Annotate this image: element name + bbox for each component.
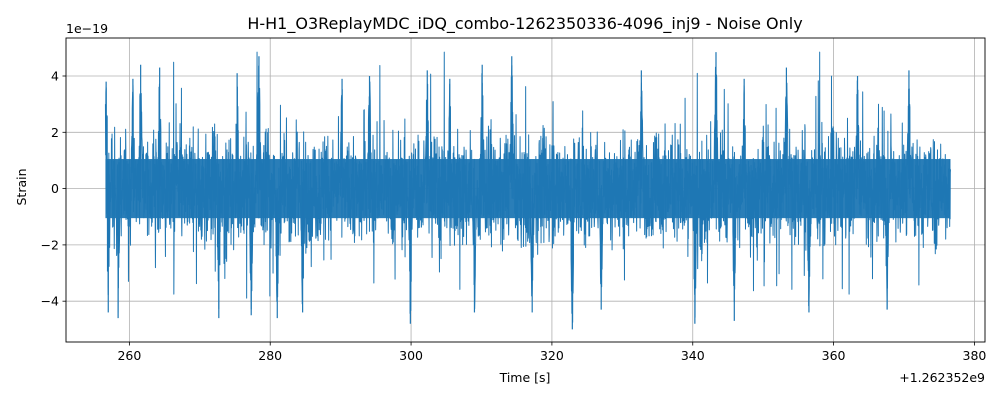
x-tick-label: 260 [117,348,141,363]
y-tick-label: 4 [51,69,59,84]
axes-frame [65,37,986,343]
x-offset-label: +1.262352e9 [899,370,985,385]
y-tick-label: −4 [41,294,59,309]
y-tick-label: 2 [51,125,59,140]
x-tick-label: 300 [399,348,423,363]
x-tick-label: 380 [963,348,987,363]
x-tick-label: 320 [540,348,564,363]
y-tick-label: −2 [41,237,59,252]
chart-title: H-H1_O3ReplayMDC_iDQ_combo-1262350336-40… [247,14,802,34]
x-axis: 260 280 300 320 340 360 380 [117,342,986,363]
x-tick-label: 280 [258,348,282,363]
x-tick-label: 360 [822,348,846,363]
x-tick-label: 340 [681,348,705,363]
series-core-band [105,159,951,219]
plot-area [104,51,951,330]
y-axis: −4 −2 0 2 4 [41,69,66,309]
y-tick-label: 0 [51,181,59,196]
y-exponent-label: 1e−19 [66,21,108,36]
x-axis-label: Time [s] [499,370,551,385]
y-axis-label: Strain [14,168,29,205]
